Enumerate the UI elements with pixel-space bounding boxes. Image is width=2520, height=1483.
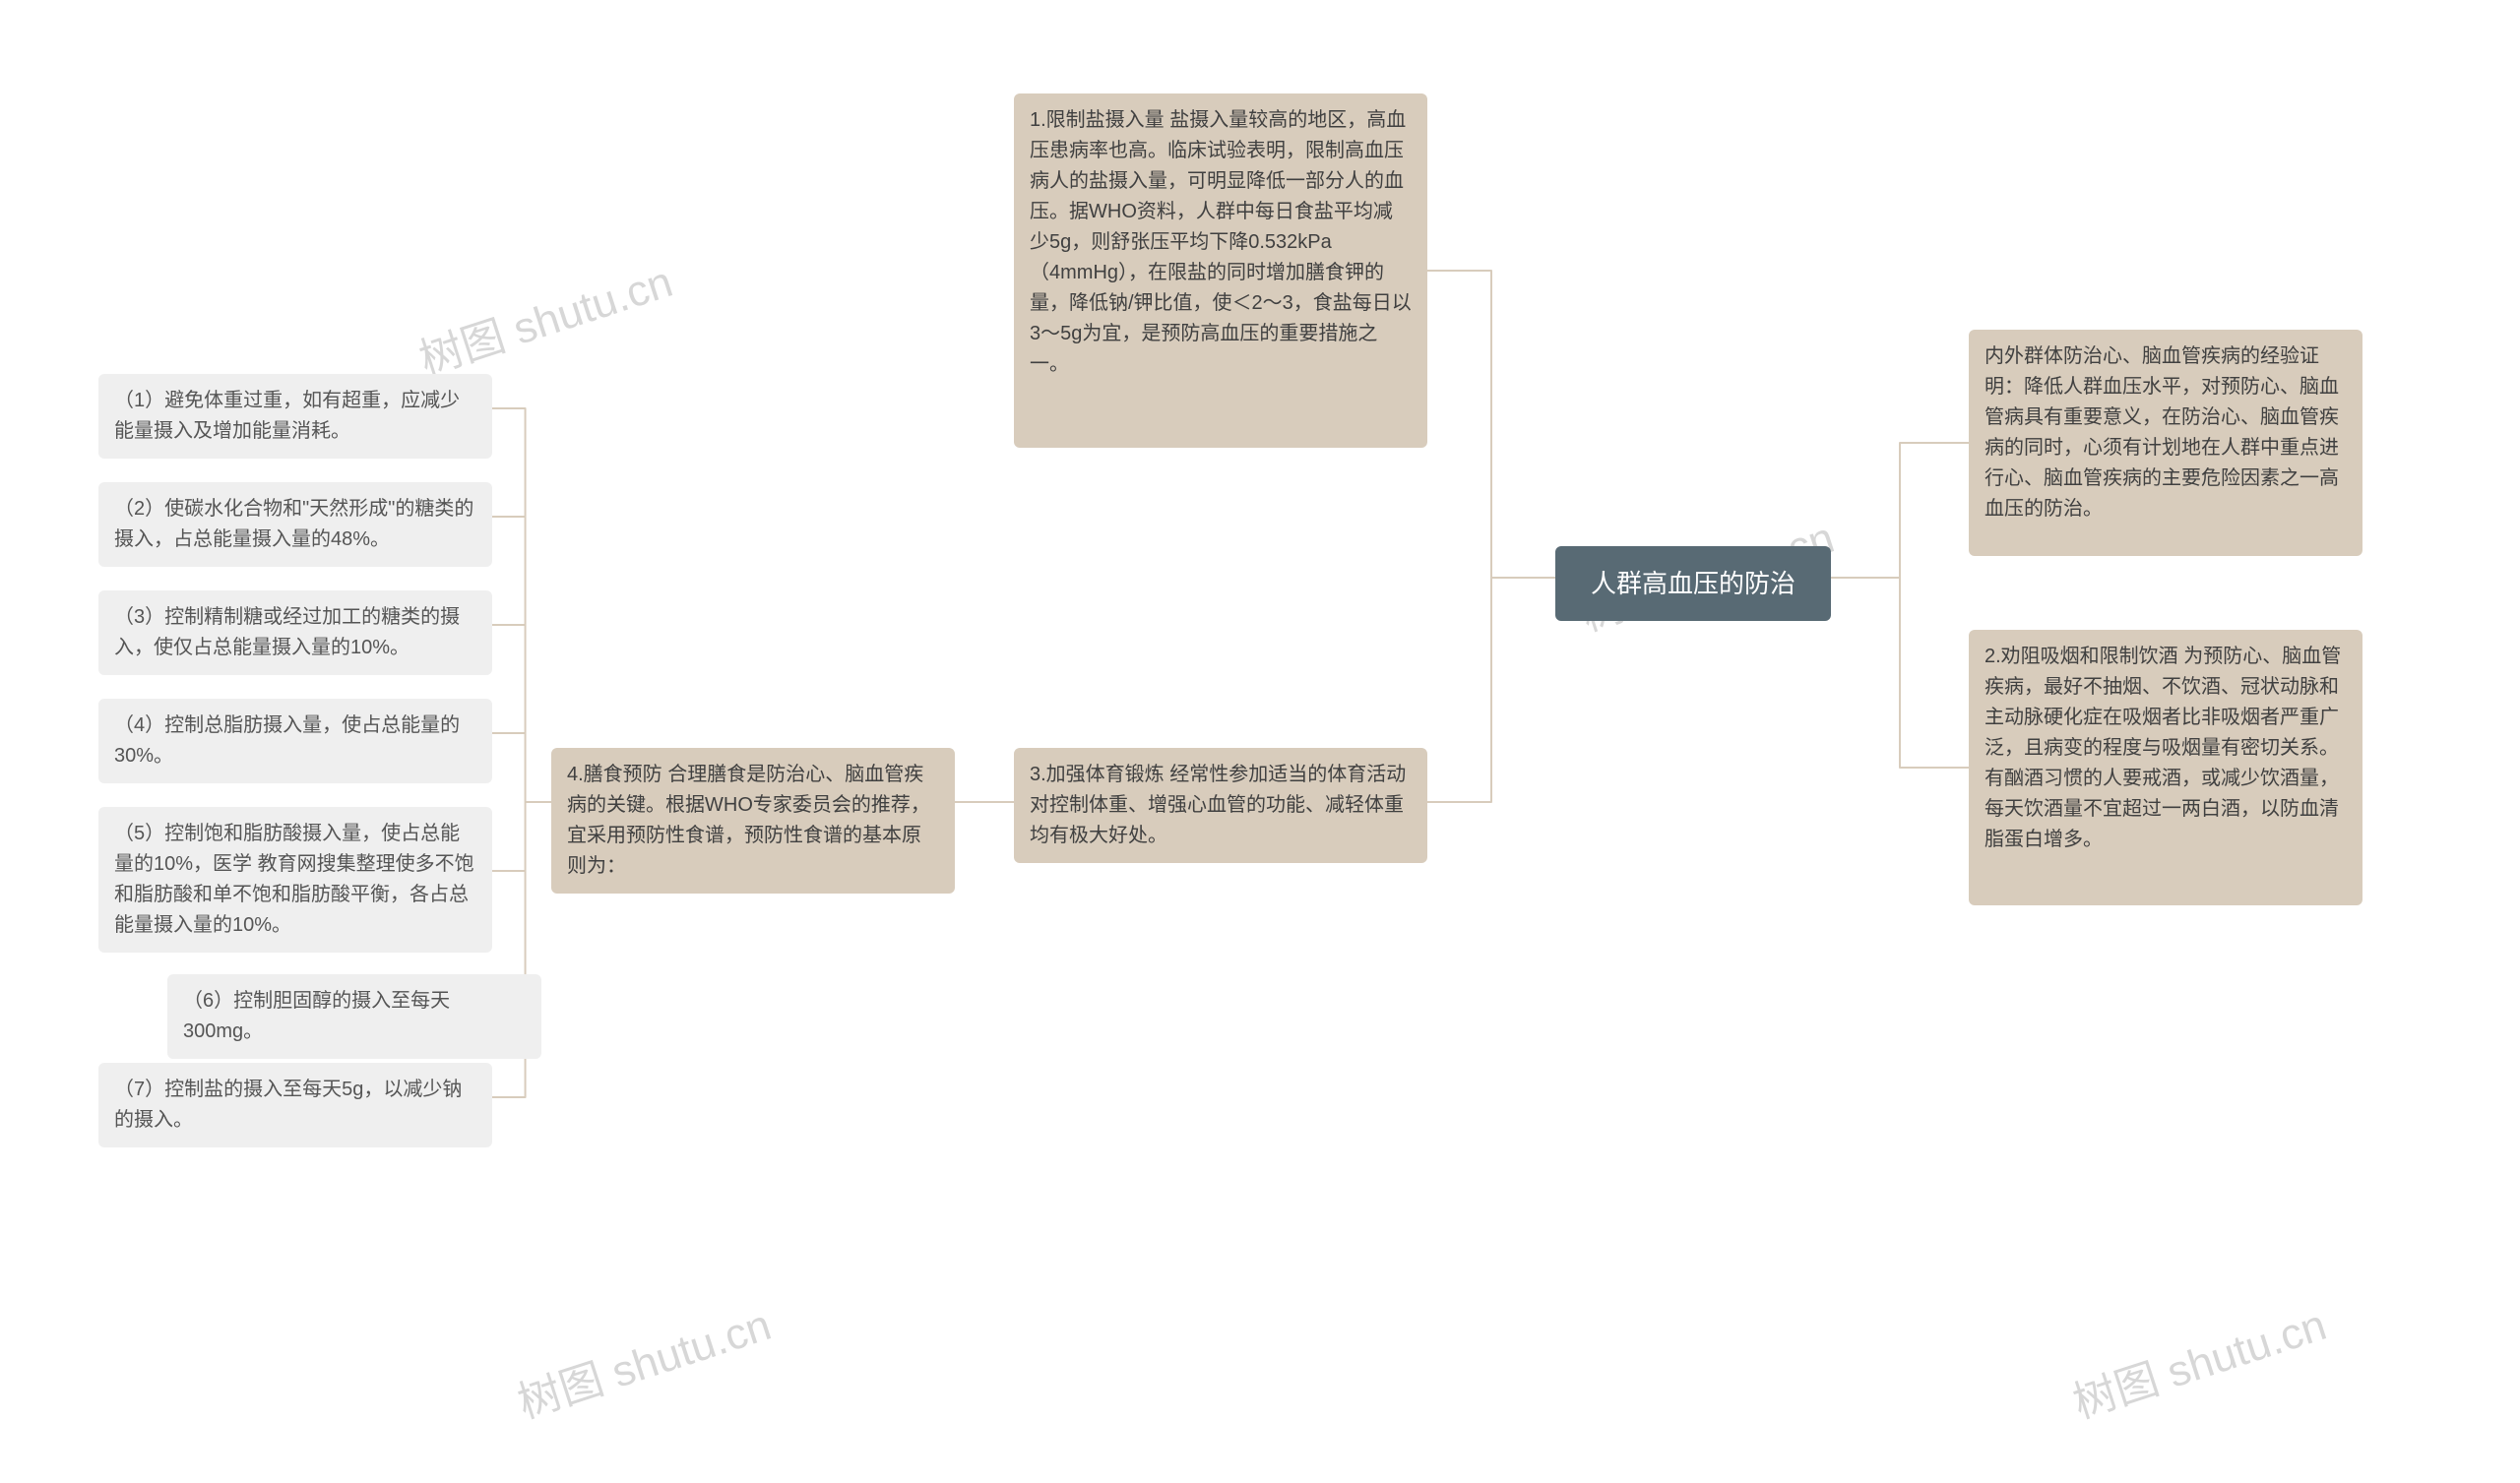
watermark: 树图 shutu.cn	[509, 1289, 778, 1430]
diet-item-7: （7）控制盐的摄入至每天5g，以减少钠的摄入。	[98, 1063, 492, 1147]
diet-item-3: （3）控制精制糖或经过加工的糖类的摄入，使仅占总能量摄入量的10%。	[98, 590, 492, 675]
watermark: 树图 shutu.cn	[410, 246, 679, 387]
diet-item-4: （4）控制总脂肪摄入量，使占总能量的30%。	[98, 699, 492, 783]
diet-item-1: （1）避免体重过重，如有超重，应减少能量摄入及增加能量消耗。	[98, 374, 492, 459]
diet-item-6: （6）控制胆固醇的摄入至每天300mg。	[167, 974, 541, 1059]
diet-item-2: （2）使碳水化合物和"天然形成"的糖类的摄入，占总能量摄入量的48%。	[98, 482, 492, 567]
node-right-smoking-alcohol: 2.劝阻吸烟和限制饮酒 为预防心、脑血管疾病，最好不抽烟、不饮酒、冠状动脉和主动…	[1969, 630, 2362, 905]
watermark: 树图 shutu.cn	[2064, 1289, 2333, 1430]
node-left-exercise: 3.加强体育锻炼 经常性参加适当的体育活动对控制体重、增强心血管的功能、减轻体重…	[1014, 748, 1427, 863]
node-left-diet: 4.膳食预防 合理膳食是防治心、脑血管疾病的关键。根据WHO专家委员会的推荐，宜…	[551, 748, 955, 894]
diet-item-5: （5）控制饱和脂肪酸摄入量，使占总能量的10%，医学 教育网搜集整理使多不饱和脂…	[98, 807, 492, 953]
root-node: 人群高血压的防治	[1555, 546, 1831, 621]
node-right-intro: 内外群体防治心、脑血管疾病的经验证明：降低人群血压水平，对预防心、脑血管病具有重…	[1969, 330, 2362, 556]
node-left-salt: 1.限制盐摄入量 盐摄入量较高的地区，高血压患病率也高。临床试验表明，限制高血压…	[1014, 93, 1427, 448]
